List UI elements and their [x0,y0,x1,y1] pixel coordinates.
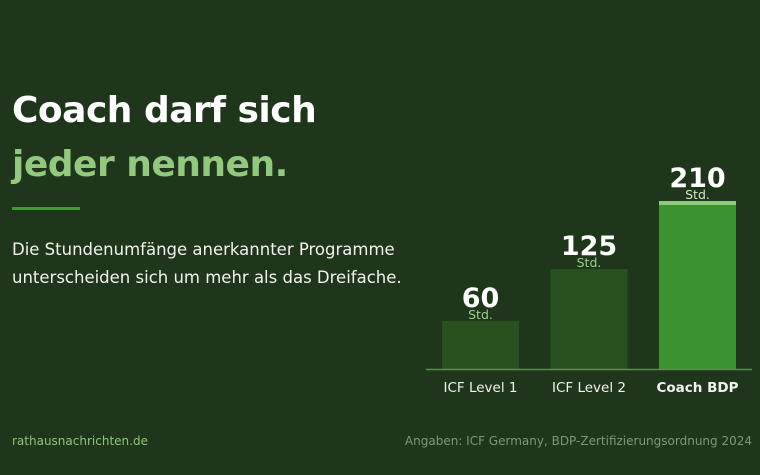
category-label-3: Coach BDP [657,380,739,396]
accent-rule [12,207,80,210]
category-label-2: ICF Level 2 [552,380,626,396]
category-label-1: ICF Level 1 [444,380,518,396]
source-note: Angaben: ICF Germany, BDP-Zertifizierung… [404,434,752,448]
unit-label-2: Std. [577,255,602,270]
bar-3 [659,201,736,369]
source-site: rathausnachrichten.de [12,434,148,448]
bar-2 [550,269,628,369]
unit-label-1: Std. [468,307,493,322]
data-label-3: 210 [669,163,725,194]
bar-1 [442,321,519,369]
headline: Coach darf sich jeder nennen. [12,84,317,192]
lede-text: Die Stundenumfänge anerkannter Programme… [12,236,432,292]
lede-line-2: unterscheiden sich um mehr als das Dreif… [12,268,402,287]
data-label-1: 60 [462,283,500,314]
lede-line-1: Die Stundenumfänge anerkannter Programme [12,240,395,259]
unit-label-3: Std. [685,187,710,202]
bar-highlight-cap [659,201,736,205]
data-label-2: 125 [561,231,617,262]
headline-line-1: Coach darf sich [12,90,317,131]
headline-line-2: jeder nennen. [12,144,288,185]
